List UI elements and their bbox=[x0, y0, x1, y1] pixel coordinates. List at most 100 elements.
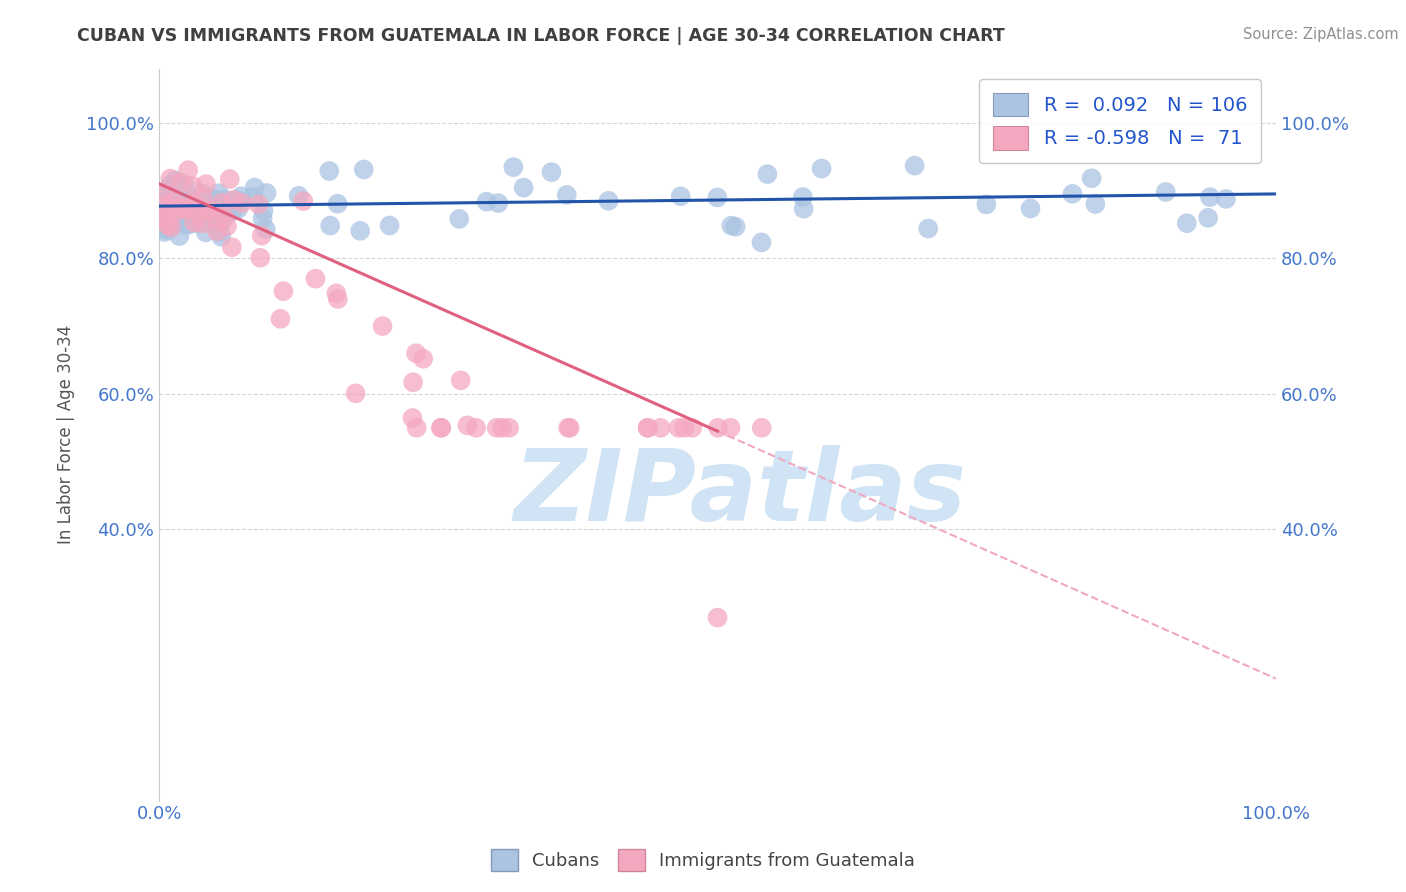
Legend: R =  0.092   N = 106, R = -0.598   N =  71: R = 0.092 N = 106, R = -0.598 N = 71 bbox=[980, 79, 1261, 163]
Point bbox=[166, 200, 188, 214]
Y-axis label: In Labor Force | Age 30-34: In Labor Force | Age 30-34 bbox=[58, 325, 75, 544]
Point bbox=[401, 411, 423, 425]
Point bbox=[904, 159, 927, 173]
Point bbox=[720, 219, 742, 233]
Point bbox=[180, 207, 202, 221]
Point bbox=[256, 186, 278, 200]
Point bbox=[160, 210, 183, 224]
Point bbox=[430, 421, 453, 435]
Point bbox=[475, 194, 498, 209]
Point bbox=[706, 610, 728, 624]
Point bbox=[250, 228, 273, 243]
Point bbox=[156, 218, 179, 232]
Point bbox=[187, 205, 209, 219]
Point bbox=[177, 188, 200, 202]
Point bbox=[502, 160, 524, 174]
Point bbox=[558, 421, 581, 435]
Point bbox=[450, 373, 472, 387]
Point bbox=[163, 173, 186, 187]
Point bbox=[159, 171, 181, 186]
Point bbox=[153, 196, 176, 211]
Point bbox=[326, 196, 349, 211]
Point bbox=[166, 202, 188, 216]
Point bbox=[456, 418, 478, 433]
Point bbox=[720, 421, 742, 435]
Point bbox=[162, 206, 184, 220]
Point bbox=[681, 421, 703, 435]
Point bbox=[202, 202, 225, 216]
Point bbox=[153, 204, 176, 219]
Point bbox=[197, 205, 219, 219]
Point bbox=[1215, 192, 1237, 206]
Point bbox=[181, 179, 204, 194]
Point bbox=[153, 195, 176, 210]
Point bbox=[1199, 190, 1222, 204]
Point bbox=[170, 176, 193, 190]
Point bbox=[465, 421, 488, 435]
Point bbox=[225, 193, 247, 207]
Point bbox=[173, 178, 195, 192]
Point bbox=[153, 214, 176, 228]
Point bbox=[198, 203, 221, 218]
Point bbox=[169, 206, 191, 220]
Text: Source: ZipAtlas.com: Source: ZipAtlas.com bbox=[1243, 27, 1399, 42]
Point bbox=[215, 207, 238, 221]
Point bbox=[166, 194, 188, 209]
Point bbox=[163, 194, 186, 209]
Point bbox=[205, 224, 228, 238]
Point bbox=[183, 215, 205, 229]
Point bbox=[172, 202, 194, 217]
Point bbox=[792, 190, 814, 204]
Point bbox=[637, 421, 659, 435]
Point bbox=[637, 421, 659, 435]
Point bbox=[287, 188, 309, 202]
Point bbox=[222, 193, 245, 207]
Point bbox=[159, 203, 181, 218]
Point bbox=[218, 172, 240, 186]
Point bbox=[187, 217, 209, 231]
Point bbox=[252, 203, 274, 218]
Point bbox=[1175, 216, 1198, 230]
Point bbox=[221, 240, 243, 254]
Point bbox=[173, 202, 195, 216]
Point bbox=[162, 208, 184, 222]
Point bbox=[197, 211, 219, 226]
Point bbox=[976, 197, 998, 211]
Point bbox=[159, 178, 181, 193]
Text: CUBAN VS IMMIGRANTS FROM GUATEMALA IN LABOR FORCE | AGE 30-34 CORRELATION CHART: CUBAN VS IMMIGRANTS FROM GUATEMALA IN LA… bbox=[77, 27, 1005, 45]
Point bbox=[153, 198, 176, 212]
Point bbox=[155, 200, 177, 214]
Point bbox=[231, 189, 253, 203]
Point bbox=[153, 225, 176, 239]
Point bbox=[751, 235, 773, 250]
Point bbox=[491, 421, 513, 435]
Point bbox=[1062, 186, 1084, 201]
Point bbox=[177, 208, 200, 222]
Point bbox=[221, 204, 243, 219]
Point bbox=[153, 190, 176, 204]
Point bbox=[202, 207, 225, 221]
Point bbox=[349, 224, 371, 238]
Point bbox=[449, 211, 471, 226]
Point bbox=[1084, 197, 1107, 211]
Point bbox=[183, 195, 205, 210]
Point bbox=[668, 421, 690, 435]
Point bbox=[212, 192, 235, 206]
Point bbox=[191, 216, 214, 230]
Point bbox=[273, 284, 295, 298]
Point bbox=[405, 421, 427, 435]
Point bbox=[194, 226, 217, 240]
Point bbox=[165, 176, 187, 190]
Point bbox=[191, 190, 214, 204]
Point bbox=[793, 202, 815, 216]
Point bbox=[319, 219, 342, 233]
Point bbox=[917, 221, 939, 235]
Point bbox=[155, 207, 177, 221]
Point bbox=[194, 198, 217, 212]
Point bbox=[326, 292, 349, 306]
Point bbox=[166, 194, 188, 208]
Point bbox=[153, 216, 176, 230]
Point bbox=[378, 219, 401, 233]
Point bbox=[197, 193, 219, 207]
Legend: Cubans, Immigrants from Guatemala: Cubans, Immigrants from Guatemala bbox=[484, 842, 922, 879]
